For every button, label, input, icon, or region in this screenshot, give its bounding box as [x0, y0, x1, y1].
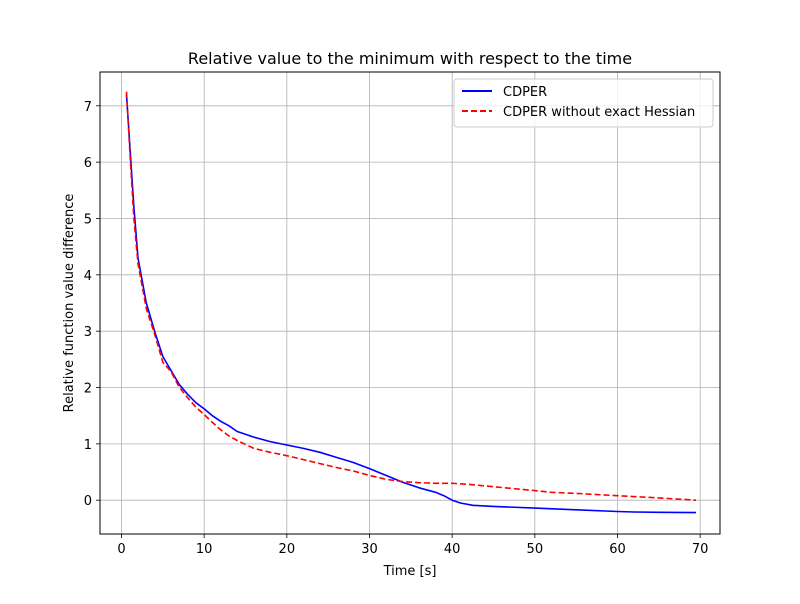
- x-tick-label: 70: [692, 542, 709, 557]
- x-tick-label: 60: [609, 542, 626, 557]
- legend-box: [453, 78, 714, 128]
- legend: CDPER CDPER without exact Hessian: [453, 78, 714, 128]
- y-tick-label: 5: [84, 212, 92, 227]
- x-tick-label: 10: [196, 542, 213, 557]
- y-tick-label: 7: [84, 100, 92, 115]
- y-tick-label: 3: [84, 325, 92, 340]
- chart-title: Relative value to the minimum with respe…: [188, 49, 632, 68]
- x-axis-label: Time [s]: [383, 564, 437, 579]
- x-tick-label: 0: [117, 542, 125, 557]
- y-axis-label: Relative function value difference: [62, 194, 77, 413]
- x-tick-label: 30: [361, 542, 378, 557]
- grid: [100, 72, 720, 534]
- x-tick-label: 50: [527, 542, 544, 557]
- series-line-cdper-without-exact-hessian: [125, 91, 697, 501]
- x-tick-label: 40: [444, 542, 461, 557]
- y-tick-label: 2: [84, 382, 92, 397]
- y-tick-label: 4: [84, 269, 92, 284]
- x-tick-label: 20: [279, 542, 296, 557]
- legend-label-cdper: CDPER: [503, 85, 547, 100]
- y-axis: 0 1 2 3 4 5 6 7: [84, 100, 100, 509]
- y-tick-label: 6: [84, 156, 92, 171]
- series-layer: [125, 91, 697, 514]
- legend-label-cdper-without-exact-hessian: CDPER without exact Hessian: [503, 105, 695, 120]
- series-line-cdper: [125, 94, 697, 514]
- y-tick-label: 1: [84, 438, 92, 453]
- plot-frame: [99, 71, 721, 535]
- x-axis: 0 10 20 30 40 50 60 70: [117, 534, 708, 557]
- y-tick-label: 0: [84, 494, 92, 509]
